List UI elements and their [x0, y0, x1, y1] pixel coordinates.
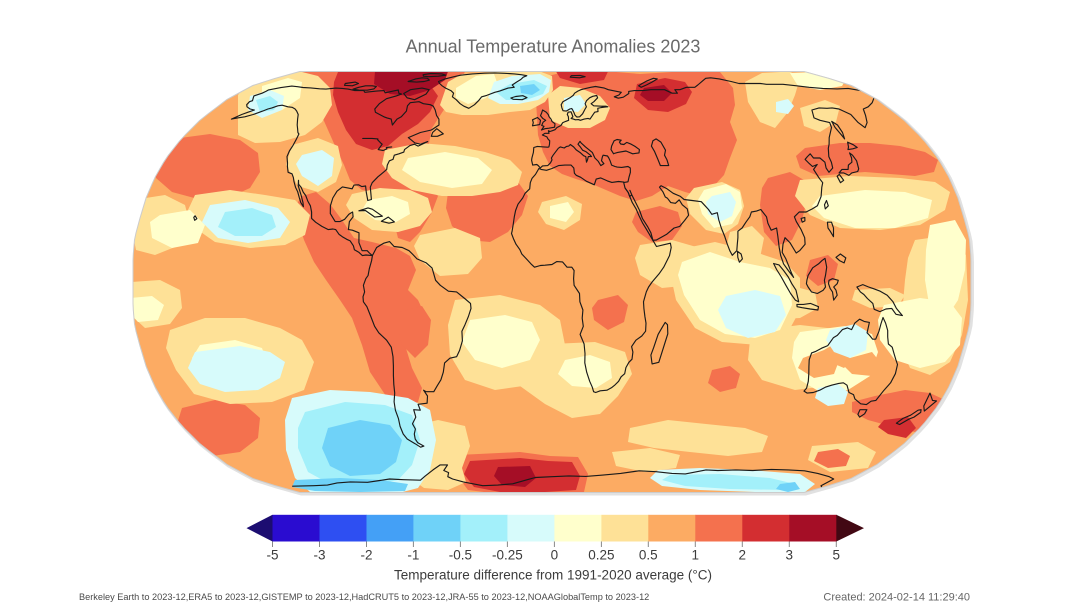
svg-text:5: 5 — [833, 548, 841, 563]
svg-text:-2: -2 — [360, 548, 372, 563]
svg-text:Created: 2024-02-14 11:29:40: Created: 2024-02-14 11:29:40 — [823, 592, 970, 604]
svg-text:0.5: 0.5 — [639, 548, 658, 563]
svg-text:-0.25: -0.25 — [492, 548, 523, 563]
svg-text:0: 0 — [551, 548, 559, 563]
svg-text:-3: -3 — [313, 548, 325, 563]
svg-text:-5: -5 — [266, 548, 278, 563]
svg-text:Berkeley Earth to 2023-12,ERA5: Berkeley Earth to 2023-12,ERA5 to 2023-1… — [79, 592, 649, 602]
svg-text:1: 1 — [692, 548, 700, 563]
svg-text:-0.5: -0.5 — [449, 548, 472, 563]
svg-text:2: 2 — [739, 548, 747, 563]
svg-text:0.25: 0.25 — [588, 548, 614, 563]
svg-text:-1: -1 — [407, 548, 419, 563]
svg-text:Temperature difference from 19: Temperature difference from 1991-2020 av… — [394, 568, 712, 583]
svg-text:3: 3 — [786, 548, 794, 563]
svg-text:Annual Temperature Anomalies 2: Annual Temperature Anomalies 2023 — [406, 37, 701, 57]
